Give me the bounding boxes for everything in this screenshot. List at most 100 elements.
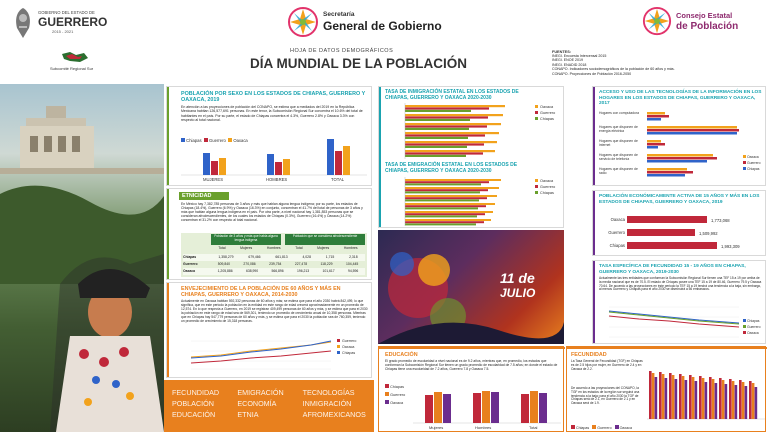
educacion-chart: Mujeres Hombres Total xyxy=(413,391,561,430)
pea-chart: 1,773,068 1,509,992 1,993,309 xyxy=(627,216,740,249)
legend-guerrero: Guerrero xyxy=(540,185,555,189)
tic-label: Hogares que disponen de radio xyxy=(599,167,638,175)
legend-oaxaca: Oaxaca xyxy=(619,426,632,430)
sexo-title: POBLACIÓN POR SEXO EN LOS ESTADOS DE CHI… xyxy=(181,91,366,104)
tic-title: ACCESO Y USO DE LAS TECNOLOGÍAS DE LA IN… xyxy=(599,90,762,107)
line-chiapas xyxy=(190,340,332,359)
fuentes-box: FUENTES: INEGI. Encuesta Intercensal 201… xyxy=(552,50,712,76)
inmigracion-title: TASA DE INMIGRACIÓN ESTATAL EN LOS ESTAD… xyxy=(385,89,519,101)
legend-chiapas: Chiapas xyxy=(342,351,355,355)
etnicidad-title: ETNICIDAD xyxy=(182,193,212,199)
bar xyxy=(647,154,713,157)
bar-mujeres-guerrero xyxy=(211,161,218,175)
tag: INMIGRACIÓN xyxy=(302,399,352,408)
bar xyxy=(647,140,661,143)
julio-photo: 11 de JULIO xyxy=(378,230,564,344)
envejecimiento-chart: Guerrero Oaxaca Chiapas xyxy=(190,339,356,370)
table-body: Chiapas 1,358,279 679,466 661,813 4,028 1,715… xyxy=(183,254,365,276)
tag: ETNIA xyxy=(237,410,259,419)
consejo-line1: Consejo Estatal xyxy=(676,11,733,20)
tic-label: Hogares que disponen de internet xyxy=(599,139,638,147)
table-head-afro: Población que se considera afrodescendie… xyxy=(285,234,365,245)
bar xyxy=(647,168,687,171)
pea-label: 1,509,992 xyxy=(699,231,718,236)
envejecimiento-title: ENVEJECIMIENTO DE LA POBLACIÓN DE 60 AÑO… xyxy=(181,286,341,299)
gov-years: 2015 - 2021 xyxy=(52,29,74,34)
tag: AFROMEXICANOS xyxy=(302,410,366,419)
sexo-chart: MUJERES HOMBRES TOTAL xyxy=(181,139,367,182)
guerrero-seal-icon xyxy=(12,6,34,40)
pea-title: POBLACIÓN ECONÓMICAMENTE ACTIVA DE 15 AÑ… xyxy=(599,194,760,205)
legend-guerrero: Guerrero xyxy=(540,111,555,115)
legend-oaxaca: Oaxaca xyxy=(233,138,248,143)
bar-guerrero xyxy=(627,229,695,236)
cat-total: TOTAL xyxy=(331,177,345,182)
fuentes-item: INEGI. Encuesta Intercensal 2015 xyxy=(552,54,607,58)
bar xyxy=(482,391,490,423)
table-row: Guerrero 509,840 270,086 239,754 227,478 118,… xyxy=(183,262,359,266)
bar-chiapas xyxy=(627,242,717,249)
inm-bars xyxy=(405,105,505,157)
emigracion-title: TASA DE EMIGRACIÓN ESTATAL EN LOS ESTADO… xyxy=(385,162,518,174)
bar-total-oaxaca xyxy=(343,146,350,175)
tic-label: Hogares que disponen de energía eléctric… xyxy=(599,125,638,133)
bar xyxy=(521,394,529,423)
bar-total-chiapas xyxy=(327,139,334,175)
fuentes-title: FUENTES: xyxy=(552,50,571,54)
legend-oaxaca: Oaxaca xyxy=(540,105,554,109)
bar xyxy=(647,132,737,135)
etnicidad-text: En México hay 7,382,785 personas de 3 añ… xyxy=(181,202,363,222)
etnicidad-card: ETNICIDAD En México hay 7,382,785 person… xyxy=(166,188,372,280)
line-oaxaca xyxy=(608,315,740,328)
consejo-line2: de Población xyxy=(676,21,739,32)
col-header: Mujeres xyxy=(240,246,253,250)
tic-card: ACCESO Y USO DE LAS TECNOLOGÍAS DE LA IN… xyxy=(592,86,766,186)
bar-hombres-chiapas xyxy=(267,154,274,175)
table-cols: Total Mujeres Hombres Total Mujeres Hombres xyxy=(211,246,365,252)
educacion-title: EDUCACIÓN xyxy=(385,352,418,358)
col-header: Hombres xyxy=(343,246,358,250)
bar-mujeres-chiapas xyxy=(203,153,210,175)
bar xyxy=(647,160,707,163)
julio-day: 11 de xyxy=(500,270,535,286)
star-logo-icon xyxy=(287,6,319,38)
pea-state: Guerrero xyxy=(608,230,625,235)
envejecimiento-card: ENVEJECIMIENTO DE LA POBLACIÓN DE 60 AÑO… xyxy=(166,282,372,378)
line-chiapas xyxy=(608,310,740,324)
tic-label: Hogares con computadora xyxy=(599,111,639,115)
bar-hombres-oaxaca xyxy=(283,159,290,175)
bar xyxy=(647,171,693,174)
subtitle: HOJA DE DATOS DEMOGRÁFICOS xyxy=(290,48,394,54)
tef-title: TASA ESPECÍFICA DE FECUNDIDAD 15 - 19 AÑ… xyxy=(599,264,746,275)
sexo-legend: Chiapas Guerrero Oaxaca xyxy=(181,129,261,143)
legend-oaxaca: Oaxaca xyxy=(390,401,404,405)
legend-oaxaca: Oaxaca xyxy=(747,331,759,335)
pea-card: POBLACIÓN ECONÓMICAMENTE ACTIVA DE 15 AÑ… xyxy=(592,190,766,256)
bar-hombres-guerrero xyxy=(275,162,282,175)
bar-mujeres-oaxaca xyxy=(219,158,226,175)
pea-label: 1,773,068 xyxy=(711,218,730,223)
emigracion-chart: Oaxaca Guerrero Chiapas xyxy=(404,177,555,226)
bar xyxy=(647,112,665,115)
fecundidad-text2: De acuerdo a las proyecciones del CONAPO… xyxy=(571,386,640,406)
table-row: Oaxaca 1,205,886 638,990 566,896 196,213 101,… xyxy=(183,268,365,275)
sec-small: Secretaría xyxy=(323,11,355,18)
educacion-text: El grado promedio de escolaridad a nivel… xyxy=(385,359,558,371)
pea-state: Chiapas xyxy=(609,243,625,248)
legend-oaxaca: Oaxaca xyxy=(540,179,554,183)
col-header: Mujeres xyxy=(317,246,330,250)
tef-card: TASA ESPECÍFICA DE FECUNDIDAD 15 - 19 AÑ… xyxy=(592,260,766,344)
bar xyxy=(647,115,669,118)
tag: EDUCACIÓN xyxy=(172,410,216,419)
tef-chart: Chiapas Guerrero Oaxaca xyxy=(608,306,761,338)
chiapas-photo xyxy=(0,84,164,432)
tef-text: Actualmente las tres entidades que confo… xyxy=(599,276,762,292)
bar xyxy=(647,126,737,129)
bar-total-guerrero xyxy=(335,151,342,175)
inmigracion-chart: Oaxaca Guerrero Chiapas xyxy=(404,103,555,159)
star-logo-icon xyxy=(642,6,672,36)
bar xyxy=(539,393,547,423)
fecundidad-card: FECUNDIDAD La Tasa General de Fecundidad… xyxy=(566,346,767,432)
tag: TECNOLOGÍAS xyxy=(302,388,355,397)
